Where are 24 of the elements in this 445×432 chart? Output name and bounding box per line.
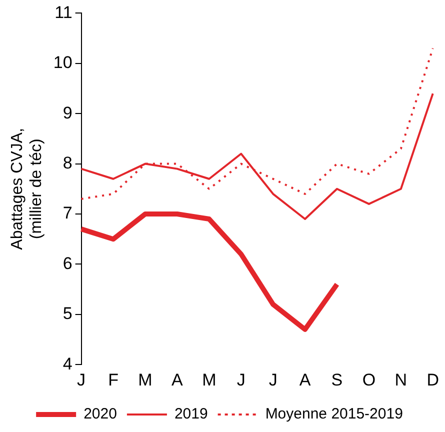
y-tick-label: 4	[62, 354, 72, 374]
x-tick-label: J	[77, 370, 86, 390]
x-tick-label: N	[394, 370, 408, 390]
x-tick-label: O	[362, 370, 376, 390]
x-tick-label: D	[426, 370, 439, 390]
legend-label: 2020	[84, 406, 117, 423]
y-tick-label: 5	[62, 304, 72, 324]
x-tick-label: M	[202, 370, 216, 390]
y-tick-label: 9	[62, 103, 72, 122]
legend-label: Moyenne 2015-2019	[265, 406, 403, 423]
x-tick-label: F	[108, 370, 118, 390]
y-tick-label: 6	[62, 254, 72, 273]
y-axis-title: Abattages CVJA, (millier de téc)	[9, 128, 46, 250]
y-tick-label: 11	[54, 2, 72, 22]
x-tick-label: A	[172, 370, 184, 390]
y-tick-label: 8	[62, 153, 72, 172]
x-tick-label: M	[138, 370, 152, 390]
legend-label: 2019	[174, 406, 208, 423]
x-tick-label: J	[236, 370, 246, 390]
y-tick-label: 10	[53, 53, 72, 72]
x-tick-label: A	[299, 370, 312, 390]
x-tick-label: J	[268, 370, 278, 390]
y-tick-label: 7	[62, 204, 72, 223]
x-tick-label: S	[331, 370, 343, 390]
